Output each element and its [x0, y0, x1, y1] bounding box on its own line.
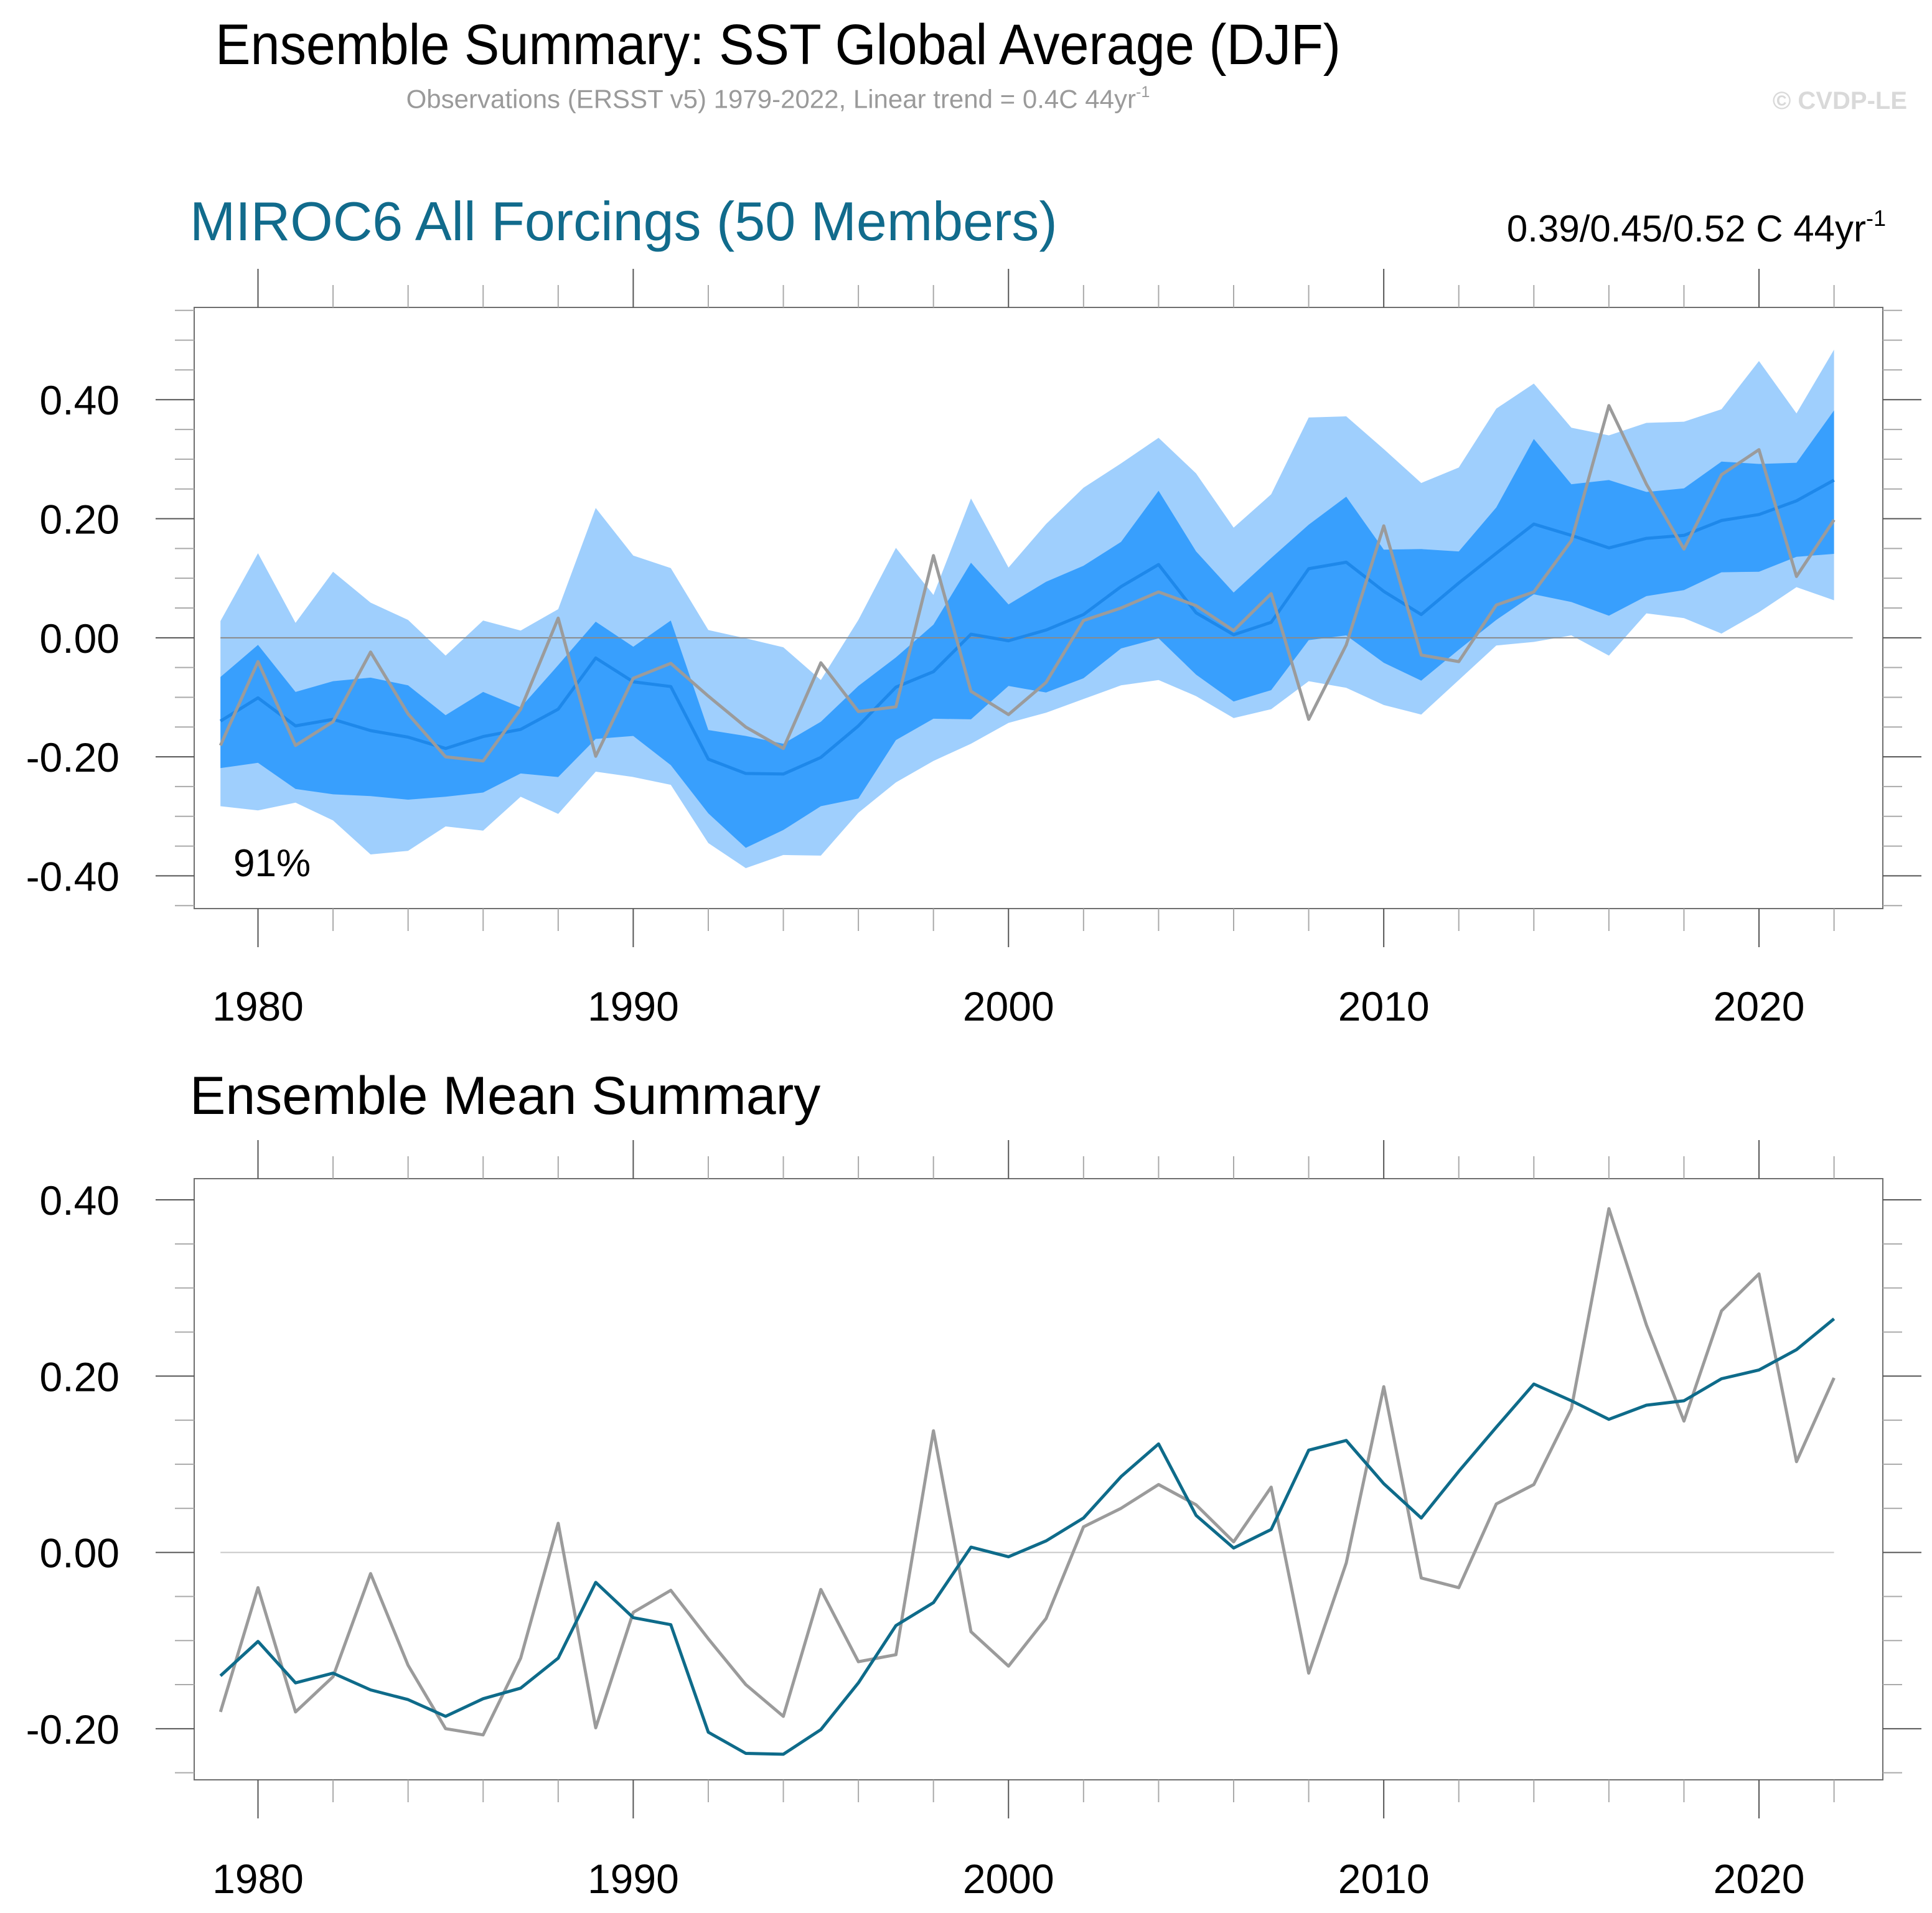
- y-tick-label: -0.20: [26, 1706, 120, 1752]
- subtitle-text: Observations (ERSST v5) 1979-2022, Linea…: [406, 84, 1136, 114]
- x-tick-label: 2000: [963, 1856, 1054, 1902]
- y-tick-label: -0.40: [26, 853, 120, 899]
- x-tick-label: 2010: [1338, 1856, 1430, 1902]
- panel-mean-title: Ensemble Mean Summary: [190, 1066, 821, 1126]
- y-tick-label: 0.40: [40, 1177, 120, 1223]
- watermark: © CVDP-LE: [1772, 87, 1907, 115]
- y-tick-label: 0.20: [40, 497, 120, 543]
- panel-ensemble-summary: -0.40 -0.20 0.00 0.20 0.40 1980 1990 2000 2010 20…: [26, 269, 1921, 1029]
- x-tick-label: 2000: [963, 983, 1054, 1029]
- observations-line: [218, 1207, 1836, 1737]
- panel-ensemble-title: MIROC6 All Forcings (50 Members): [190, 190, 1057, 252]
- trend-annotation: 0.39/0.45/0.52 C 44yr-1: [1507, 205, 1886, 250]
- x-tick-label: 1990: [588, 983, 679, 1029]
- ensemble-mean-line: [219, 479, 1835, 776]
- y-tick-label: 0.00: [40, 1530, 120, 1576]
- x-tick-label: 2020: [1714, 1856, 1805, 1902]
- ensemble-mean-line: [219, 1317, 1836, 1756]
- percent-within-range-label: 91%: [233, 842, 311, 885]
- trend-annotation-superscript: -1: [1865, 205, 1886, 231]
- subtitle-superscript: -1: [1135, 83, 1150, 101]
- observations-line: [218, 404, 1836, 763]
- y-tick-label: 0.20: [40, 1354, 120, 1400]
- x-tick-label: 1990: [588, 1856, 679, 1902]
- y-tick-label: -0.20: [26, 734, 120, 780]
- x-tick-label: 1980: [212, 983, 304, 1029]
- figure-subtitle: Observations (ERSST v5) 1979-2022, Linea…: [0, 83, 1556, 115]
- plot-frame: [194, 1178, 1883, 1780]
- x-tick-label: 2010: [1338, 983, 1430, 1029]
- y-tick-label: 0.00: [40, 615, 120, 662]
- y-tick-label: 0.40: [40, 377, 120, 423]
- x-tick-label: 1980: [212, 1856, 304, 1902]
- figure-title: Ensemble Summary: SST Global Average (DJ…: [215, 13, 1341, 77]
- x-tick-label: 2020: [1714, 983, 1805, 1029]
- inner-range-band: [220, 410, 1834, 848]
- panel-ensemble-mean: -0.20 0.00 0.20 0.40 1980 1990 2000 2010 2020: [26, 1140, 1921, 1902]
- trend-annotation-text: 0.39/0.45/0.52 C 44yr: [1506, 208, 1866, 250]
